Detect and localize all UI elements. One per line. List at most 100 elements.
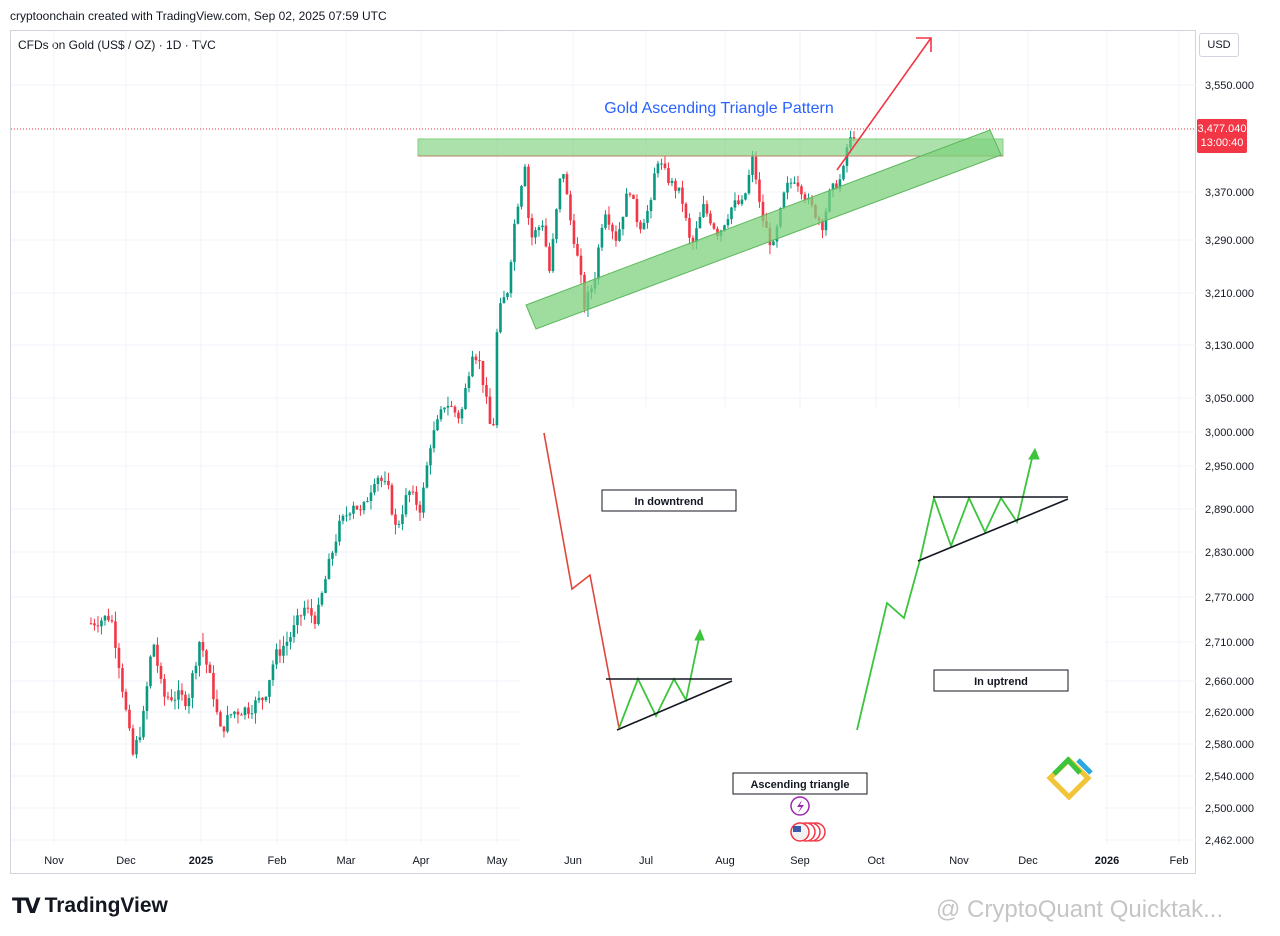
downtrend-label: In downtrend xyxy=(634,496,703,508)
candle-body xyxy=(131,728,135,755)
candle-body xyxy=(257,697,261,701)
y-tick-label: 3,290.000 xyxy=(1205,235,1254,247)
candle-body xyxy=(551,239,555,272)
candle-body xyxy=(457,412,460,419)
candle-body xyxy=(198,642,201,666)
chart-credit: cryptoonchain created with TradingView.c… xyxy=(10,9,387,23)
candle-body xyxy=(625,193,628,217)
triangle-label: Ascending triangle xyxy=(750,779,849,791)
symbol-title[interactable]: CFDs on Gold (US$ / OZ) · 1D · TVC xyxy=(18,38,216,52)
currency-button[interactable]: USD xyxy=(1199,33,1239,57)
candle-body xyxy=(156,644,159,666)
candle-body xyxy=(677,187,681,191)
drawings: Gold Ascending Triangle Pattern In downtr… xyxy=(417,37,1105,848)
candle-body xyxy=(383,480,387,482)
y-tick-label: 2,540.000 xyxy=(1205,771,1254,783)
y-tick-label: 2,710.000 xyxy=(1205,637,1254,649)
candle-body xyxy=(618,229,621,241)
candle-body xyxy=(471,356,474,377)
candle-body xyxy=(621,216,625,230)
candle-body xyxy=(352,505,355,514)
candle-body xyxy=(558,178,562,210)
candle-body xyxy=(387,480,390,486)
candle-body xyxy=(597,247,600,280)
x-tick-label: Mar xyxy=(337,855,356,867)
candle-body xyxy=(121,668,124,692)
candle-body xyxy=(236,711,240,715)
candle-body xyxy=(835,183,838,189)
y-tick-label: 3,130.000 xyxy=(1205,340,1254,352)
uptrend-line xyxy=(856,453,1034,731)
candle-body xyxy=(432,430,436,449)
candle-body xyxy=(205,650,208,665)
candle-body xyxy=(520,186,523,207)
candle-body xyxy=(282,645,285,656)
downtrend-line xyxy=(543,432,620,729)
y-tick-label: 2,580.000 xyxy=(1205,739,1254,751)
candle-body xyxy=(439,409,443,420)
candle-body xyxy=(562,174,565,179)
x-tick-label: Jul xyxy=(639,855,653,867)
candle-body xyxy=(513,223,516,263)
candle-body xyxy=(327,558,331,580)
candle-body xyxy=(737,200,740,204)
candle-body xyxy=(530,217,534,238)
us-flag-canton-icon xyxy=(793,826,801,832)
candle-body xyxy=(691,237,695,243)
watermark: @ CryptoQuant Quicktak... xyxy=(936,896,1224,923)
uptrend-support xyxy=(917,498,1069,562)
candle-body xyxy=(509,262,513,294)
candle-body xyxy=(607,214,611,225)
candle-body xyxy=(614,231,618,241)
candle-body xyxy=(208,664,212,673)
candle-body xyxy=(635,198,639,223)
y-tick-label: 2,830.000 xyxy=(1205,547,1254,559)
candle-body xyxy=(310,608,313,616)
candle-body xyxy=(187,697,191,707)
time-axis: Nov Dec 2025 Feb Mar Apr May Jun Jul Aug Sep Oct Nov… xyxy=(44,855,1188,867)
candle-body xyxy=(705,204,709,214)
x-tick-label: Sep xyxy=(790,855,810,867)
candle-body xyxy=(467,376,471,389)
x-tick-label: Nov xyxy=(949,855,969,867)
pattern-title: Gold Ascending Triangle Pattern xyxy=(604,100,833,117)
candle-body xyxy=(278,649,282,656)
candle-body xyxy=(632,194,635,199)
candle-body xyxy=(660,163,663,165)
candle-body xyxy=(348,513,352,516)
tradingview-logo[interactable]: TV TradingView xyxy=(12,894,168,918)
y-tick-label: 2,620.000 xyxy=(1205,707,1254,719)
candle-body xyxy=(460,409,464,419)
candle-body xyxy=(789,182,793,184)
candle-body xyxy=(772,241,775,246)
candle-body xyxy=(166,696,170,698)
candle-body xyxy=(653,173,656,201)
y-tick-label: 2,770.000 xyxy=(1205,592,1254,604)
candle-body xyxy=(565,174,569,195)
x-tick-label: Oct xyxy=(867,855,884,867)
candle-body xyxy=(219,712,222,727)
candle-body xyxy=(628,193,632,195)
downtrend-breakout-line xyxy=(618,632,701,729)
candle-body xyxy=(842,165,845,180)
candle-body xyxy=(390,485,394,515)
candle-body xyxy=(744,193,747,200)
candle-body xyxy=(229,714,233,716)
y-tick-label: 2,890.000 xyxy=(1205,504,1254,516)
triangle-label-box xyxy=(732,772,868,795)
candle-body xyxy=(436,419,439,431)
y-tick-label: 2,462.000 xyxy=(1205,835,1254,847)
candle-body xyxy=(317,604,320,625)
candle-body xyxy=(331,552,334,559)
candle-body xyxy=(128,709,131,729)
candle-body xyxy=(579,255,583,275)
candle-body xyxy=(149,656,152,687)
candle-body xyxy=(446,405,450,408)
candle-body xyxy=(450,405,453,407)
downtrend-support xyxy=(616,680,733,731)
candle-body xyxy=(786,182,789,193)
candle-body xyxy=(684,203,688,219)
candle-body xyxy=(93,623,96,626)
candle-body xyxy=(201,642,205,651)
